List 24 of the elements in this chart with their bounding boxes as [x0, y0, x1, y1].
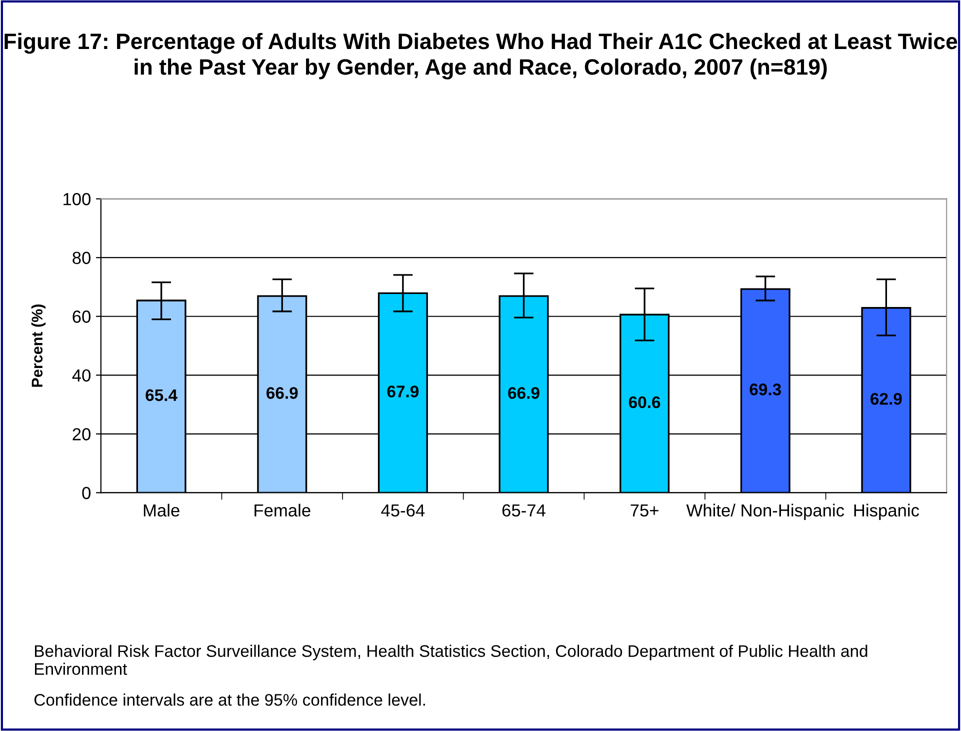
data-label: 62.9 [870, 392, 902, 405]
x-tick-label: White/ Non-Hispanic [686, 504, 844, 520]
data-label: 65.4 [146, 389, 178, 402]
x-tick-label: Female [254, 504, 310, 517]
y-tick-label: 20 [72, 428, 91, 440]
y-tick-label: 0 [82, 486, 91, 500]
y-tick-label: 100 [64, 193, 91, 206]
y-tick-label: 40 [72, 369, 91, 382]
data-label: 67.9 [387, 386, 419, 398]
x-tick-label: 75+ [630, 504, 658, 517]
x-tick-label: 65-74 [502, 504, 546, 517]
x-tick-label: 45-64 [381, 504, 425, 517]
text: Confidence intervals are at the 95% confidence level. [34, 694, 425, 706]
y-tick-label: 80 [72, 252, 91, 264]
data-label: 60.6 [628, 396, 660, 408]
y-axis-title: Percent (%) [31, 304, 46, 387]
y-tick-label: 60 [72, 310, 91, 323]
x-tick-label: Hispanic [854, 504, 920, 520]
data-label: 66.9 [266, 387, 298, 399]
data-label: 69.3 [750, 384, 781, 396]
text: Behavioral Risk Factor Surveillance System, Health Statistics Section, Colorado Department of Public Health and Environment [35, 644, 868, 675]
data-label: 66.9 [508, 387, 540, 399]
x-tick-label: Male [144, 504, 180, 517]
chart-title: Figure 17: Percentage of Adults With Diabetes Who Had Their A1C Checked at Least Twice in the Past Year by Gender, Age and Race, Colorado, 2007 (n=819) [4, 32, 958, 80]
